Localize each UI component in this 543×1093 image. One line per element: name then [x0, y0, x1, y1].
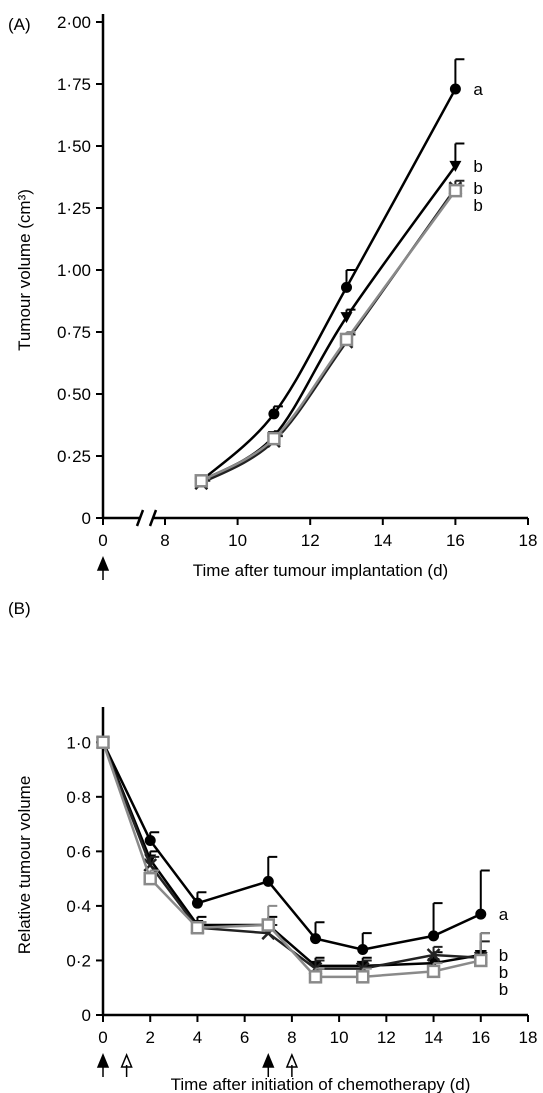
x-tick-label: 2 — [145, 1028, 154, 1047]
marker — [194, 474, 209, 488]
y-tick-label: 0·75 — [57, 323, 91, 342]
panel-label: (B) — [8, 599, 31, 618]
panel-label: (A) — [8, 15, 31, 34]
annotation: b — [499, 980, 508, 999]
series-line — [101, 741, 482, 951]
y-tick-label: 0·2 — [66, 951, 91, 970]
x-tick-label: 12 — [377, 1028, 396, 1047]
x-tick-label: 14 — [373, 531, 392, 550]
y-tick-label: 0 — [82, 509, 91, 528]
marker — [310, 933, 321, 945]
x-tick-label: 10 — [228, 531, 247, 550]
y-axis-title: Tumour volume (cm³) — [15, 189, 34, 351]
arrow — [262, 1053, 275, 1077]
series-line — [101, 741, 482, 979]
x-axis-title: Time after initiation of chemotherapy (d… — [171, 1075, 471, 1093]
x-tick-label: 4 — [193, 1028, 202, 1047]
arrow — [120, 1053, 133, 1077]
axis-break — [135, 509, 158, 527]
marker — [426, 948, 441, 962]
x-tick-label: 6 — [240, 1028, 249, 1047]
x-tick-label: 0 — [98, 1028, 107, 1047]
annotation: a — [473, 80, 483, 99]
marker — [268, 408, 280, 420]
marker — [475, 908, 487, 920]
annotation: b — [473, 157, 482, 176]
annotation: b — [473, 196, 482, 215]
series-line — [200, 88, 457, 482]
panel: 0 0·2 0·4 0·6 0·8 1·0 0 2 4 6 8 10 12 14 16 18 Time afte… — [15, 707, 537, 1093]
marker — [267, 431, 281, 446]
error-bar — [479, 869, 490, 915]
marker — [144, 834, 156, 846]
marker — [357, 944, 369, 956]
marker — [449, 83, 461, 95]
marker — [341, 281, 352, 293]
y-tick-label: 1·25 — [57, 199, 91, 218]
y-tick-label: 1·0 — [66, 733, 91, 752]
x-tick-label: 18 — [519, 531, 538, 550]
marker — [340, 312, 353, 324]
y-axis-title: Relative tumour volume — [15, 776, 34, 955]
marker — [474, 953, 488, 968]
marker — [143, 871, 157, 886]
y-tick-label: 0·50 — [57, 385, 91, 404]
x-tick-label: 12 — [301, 531, 320, 550]
annotation: b — [499, 946, 508, 965]
series-line — [200, 187, 457, 485]
series-line — [200, 189, 457, 482]
y-tick-label: 1·50 — [57, 137, 91, 156]
x-tick-label: 8 — [160, 531, 169, 550]
marker — [96, 735, 110, 750]
annotation: b — [473, 179, 482, 198]
arrow — [96, 556, 110, 580]
annotation: a — [499, 905, 509, 924]
y-tick-label: 0·4 — [66, 897, 91, 916]
marker — [190, 920, 205, 935]
marker — [449, 160, 462, 172]
arrow — [285, 1053, 299, 1077]
x-tick-label: 14 — [424, 1028, 443, 1047]
x-tick-label: 16 — [471, 1028, 490, 1047]
x-tick-label: 10 — [330, 1028, 349, 1047]
y-tick-label: 1·75 — [57, 75, 91, 94]
panel: 0 0·25 0·50 0·75 1·00 1·25 1·50 1·75 2·00 0 8 10 12 1… — [15, 13, 537, 580]
x-tick-label: 0 — [98, 531, 107, 550]
marker — [339, 332, 354, 347]
marker — [428, 930, 440, 942]
marker — [426, 964, 441, 979]
y-tick-label: 0 — [82, 1006, 91, 1025]
marker — [191, 897, 203, 909]
annotation: b — [499, 963, 508, 982]
y-tick-label: 1·00 — [57, 261, 91, 280]
arrow — [96, 1053, 110, 1077]
x-tick-label: 16 — [446, 531, 465, 550]
x-tick-label: 8 — [287, 1028, 296, 1047]
y-tick-label: 0·6 — [66, 842, 91, 861]
marker — [448, 183, 463, 198]
y-tick-label: 2·00 — [57, 13, 91, 32]
x-tick-label: 18 — [519, 1028, 538, 1047]
x-axis-title: Time after tumour implantation (d) — [193, 561, 448, 580]
marker — [355, 970, 370, 984]
series-line — [101, 741, 481, 970]
marker — [308, 970, 323, 984]
marker — [261, 918, 276, 932]
y-tick-label: 0·8 — [66, 788, 91, 807]
y-tick-label: 0·25 — [57, 447, 91, 466]
marker — [262, 875, 274, 887]
